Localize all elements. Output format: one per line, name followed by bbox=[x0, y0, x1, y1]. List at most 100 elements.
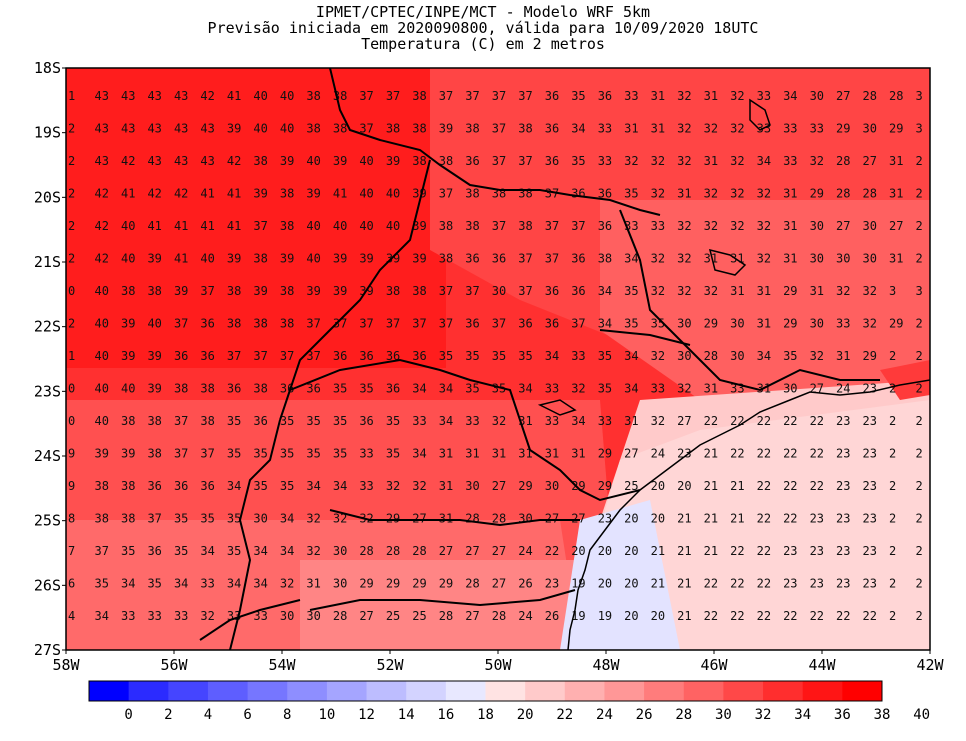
grid-value: 35 bbox=[571, 89, 585, 103]
grid-value: 29 bbox=[783, 317, 797, 331]
grid-value: 35 bbox=[783, 349, 797, 363]
grid-value: 43 bbox=[121, 89, 135, 103]
grid-value: 23 bbox=[863, 577, 877, 591]
lon-label: 44W bbox=[808, 656, 836, 674]
grid-value: 23 bbox=[863, 382, 877, 396]
grid-value: 38 bbox=[121, 512, 135, 526]
grid-value: 36 bbox=[598, 89, 612, 103]
grid-value: 30 bbox=[253, 512, 267, 526]
grid-value: 39 bbox=[306, 187, 320, 201]
grid-value: 22 bbox=[704, 609, 718, 623]
grid-value: 42 bbox=[147, 187, 161, 201]
lon-label: 58W bbox=[52, 656, 80, 674]
grid-value: 38 bbox=[333, 122, 347, 136]
grid-value: 31 bbox=[704, 89, 718, 103]
grid-value: 35 bbox=[227, 544, 241, 558]
lon-label: 56W bbox=[160, 656, 188, 674]
grid-value: 38 bbox=[598, 252, 612, 266]
grid-value: 29 bbox=[359, 577, 373, 591]
grid-value: 36 bbox=[174, 349, 188, 363]
colorbar-label: 0 bbox=[124, 707, 132, 723]
grid-value: 27 bbox=[677, 414, 691, 428]
grid-value: 25 bbox=[386, 609, 400, 623]
grid-value: 36 bbox=[598, 219, 612, 233]
grid-value: 2 bbox=[916, 447, 923, 461]
grid-value: 36 bbox=[545, 154, 559, 168]
lat-label: 22S bbox=[34, 318, 61, 336]
colorbar-label: 12 bbox=[358, 707, 375, 723]
grid-value: 4 bbox=[68, 609, 75, 623]
grid-value: 36 bbox=[465, 317, 479, 331]
grid-value: 31 bbox=[836, 349, 850, 363]
grid-value: 23 bbox=[836, 414, 850, 428]
grid-value: 35 bbox=[624, 317, 638, 331]
grid-value: 37 bbox=[94, 544, 108, 558]
grid-value: 35 bbox=[439, 349, 453, 363]
grid-value: 38 bbox=[518, 122, 532, 136]
grid-value: 30 bbox=[783, 382, 797, 396]
grid-value: 30 bbox=[545, 479, 559, 493]
grid-value: 31 bbox=[571, 447, 585, 461]
grid-value: 29 bbox=[836, 122, 850, 136]
grid-value: 38 bbox=[412, 284, 426, 298]
grid-value: 28 bbox=[863, 187, 877, 201]
grid-value: 22 bbox=[730, 577, 744, 591]
grid-value: 32 bbox=[677, 122, 691, 136]
lon-label: 52W bbox=[376, 656, 404, 674]
grid-value: 30 bbox=[677, 349, 691, 363]
grid-value: 32 bbox=[412, 479, 426, 493]
colorbar-label: 36 bbox=[834, 707, 851, 723]
grid-value: 27 bbox=[492, 479, 506, 493]
grid-value: 31 bbox=[465, 447, 479, 461]
grid-value: 37 bbox=[386, 317, 400, 331]
grid-value: 0 bbox=[68, 382, 75, 396]
grid-value: 35 bbox=[227, 512, 241, 526]
grid-value: 33 bbox=[545, 382, 559, 396]
colorbar-label: 24 bbox=[596, 707, 613, 723]
grid-value: 33 bbox=[598, 122, 612, 136]
colorbar-swatch bbox=[723, 681, 764, 701]
grid-value: 23 bbox=[677, 447, 691, 461]
lon-label: 46W bbox=[700, 656, 728, 674]
grid-value: 23 bbox=[863, 447, 877, 461]
grid-value: 32 bbox=[651, 187, 665, 201]
grid-value: 35 bbox=[147, 577, 161, 591]
grid-value: 36 bbox=[492, 252, 506, 266]
grid-value: 2 bbox=[889, 382, 896, 396]
grid-value: 36 bbox=[545, 89, 559, 103]
grid-value: 37 bbox=[439, 89, 453, 103]
lat-label: 19S bbox=[34, 124, 61, 142]
grid-value: 40 bbox=[306, 252, 320, 266]
grid-value: 32 bbox=[492, 414, 506, 428]
grid-value: 23 bbox=[863, 414, 877, 428]
grid-value: 28 bbox=[492, 512, 506, 526]
grid-value: 2 bbox=[889, 577, 896, 591]
grid-value: 33 bbox=[651, 219, 665, 233]
grid-value: 34 bbox=[783, 89, 797, 103]
grid-value: 32 bbox=[730, 89, 744, 103]
colorbar-label: 8 bbox=[283, 707, 291, 723]
grid-value: 21 bbox=[704, 479, 718, 493]
grid-value: 38 bbox=[280, 219, 294, 233]
colorbar-swatch bbox=[763, 681, 804, 701]
grid-value: 39 bbox=[121, 317, 135, 331]
grid-value: 31 bbox=[889, 154, 903, 168]
grid-value: 39 bbox=[280, 154, 294, 168]
grid-value: 39 bbox=[333, 252, 347, 266]
grid-value: 34 bbox=[412, 447, 426, 461]
grid-value: 30 bbox=[863, 122, 877, 136]
grid-value: 30 bbox=[863, 252, 877, 266]
lon-label: 48W bbox=[592, 656, 620, 674]
grid-value: 43 bbox=[94, 89, 108, 103]
grid-value: 35 bbox=[200, 512, 214, 526]
grid-value: 34 bbox=[757, 349, 771, 363]
grid-value: 20 bbox=[651, 479, 665, 493]
grid-value: 2 bbox=[889, 414, 896, 428]
colorbar-swatch bbox=[644, 681, 685, 701]
grid-value: 35 bbox=[598, 349, 612, 363]
grid-value: 33 bbox=[757, 89, 771, 103]
grid-value: 30 bbox=[677, 317, 691, 331]
grid-value: 31 bbox=[624, 414, 638, 428]
grid-value: 2 bbox=[916, 382, 923, 396]
grid-value: 29 bbox=[439, 577, 453, 591]
